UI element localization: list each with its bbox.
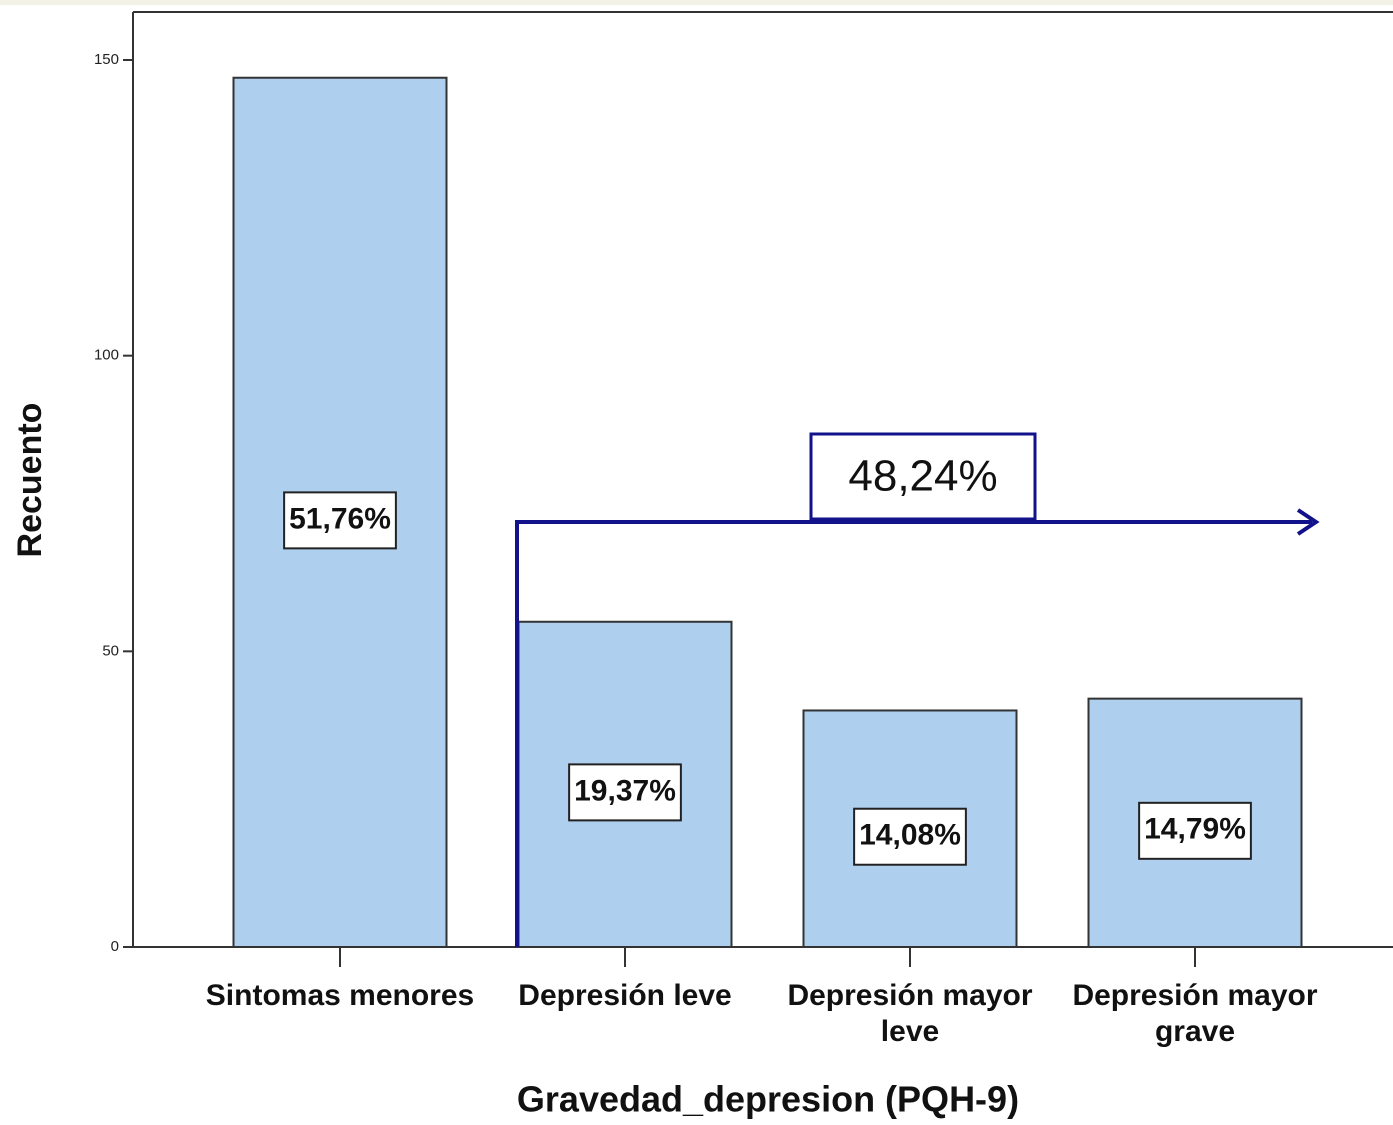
bar-label-box	[853, 807, 967, 866]
annotation-box	[809, 432, 1037, 521]
annotation-text: 48,24%	[848, 452, 997, 501]
bar-label: 14,08%	[859, 819, 961, 852]
x-tick-label: Depresión mayor leve	[787, 979, 1033, 1048]
x-tick-label: Sintomas menores	[205, 979, 475, 1012]
y-axis-title: Recuento	[11, 403, 49, 558]
bar-label-box	[1138, 801, 1252, 860]
bar-label: 19,37%	[574, 774, 676, 807]
y-tick-label: 150	[94, 51, 119, 68]
bar-label: 14,79%	[1144, 813, 1246, 846]
bar-label: 51,76%	[289, 502, 391, 535]
x-tick-label: Depresión mayor grave	[1072, 979, 1318, 1048]
x-axis-title: Gravedad_depresion (PQH-9)	[517, 1079, 1019, 1120]
arrow-head	[1296, 508, 1320, 536]
annotation-arrow: 48,24%	[515, 432, 1320, 947]
x-tick-label: Depresión leve	[518, 979, 732, 1012]
window-edge	[0, 0, 1393, 5]
bar-label-box	[568, 763, 682, 822]
bar-label-box	[283, 491, 397, 550]
arrow-line	[515, 520, 1312, 947]
y-tick-label: 100	[94, 347, 119, 364]
y-tick-label: 0	[111, 938, 119, 955]
y-tick-label: 50	[102, 642, 119, 659]
